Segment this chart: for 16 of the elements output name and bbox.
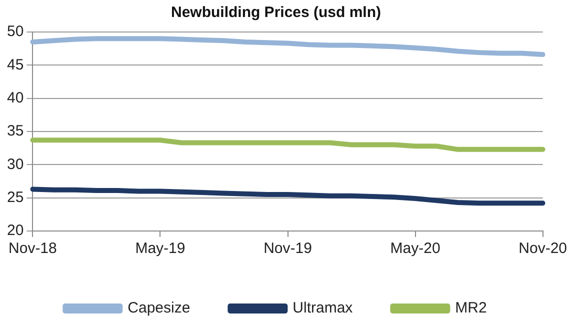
x-tick-label: May-19	[135, 240, 186, 258]
y-tick-label: 35	[6, 122, 24, 140]
x-tick-label: Nov-19	[264, 240, 312, 258]
legend-label: Ultramax	[292, 300, 354, 317]
y-tick-label: 50	[6, 23, 24, 40]
chart-title: Newbuilding Prices (usd mln)	[170, 4, 382, 22]
y-tick-label: 40	[6, 89, 24, 106]
y-tick-label: 30	[6, 156, 24, 173]
x-tick-label: Nov-18	[8, 240, 57, 258]
legend-label: MR2	[455, 300, 487, 317]
y-tick-label: 20	[6, 222, 24, 240]
x-tick-label: Nov-20	[518, 240, 567, 258]
x-tick-label: May-20	[390, 240, 440, 258]
legend-label: Capesize	[128, 300, 190, 317]
y-tick-label: 45	[6, 56, 24, 74]
y-tick-label: 25	[6, 188, 24, 206]
